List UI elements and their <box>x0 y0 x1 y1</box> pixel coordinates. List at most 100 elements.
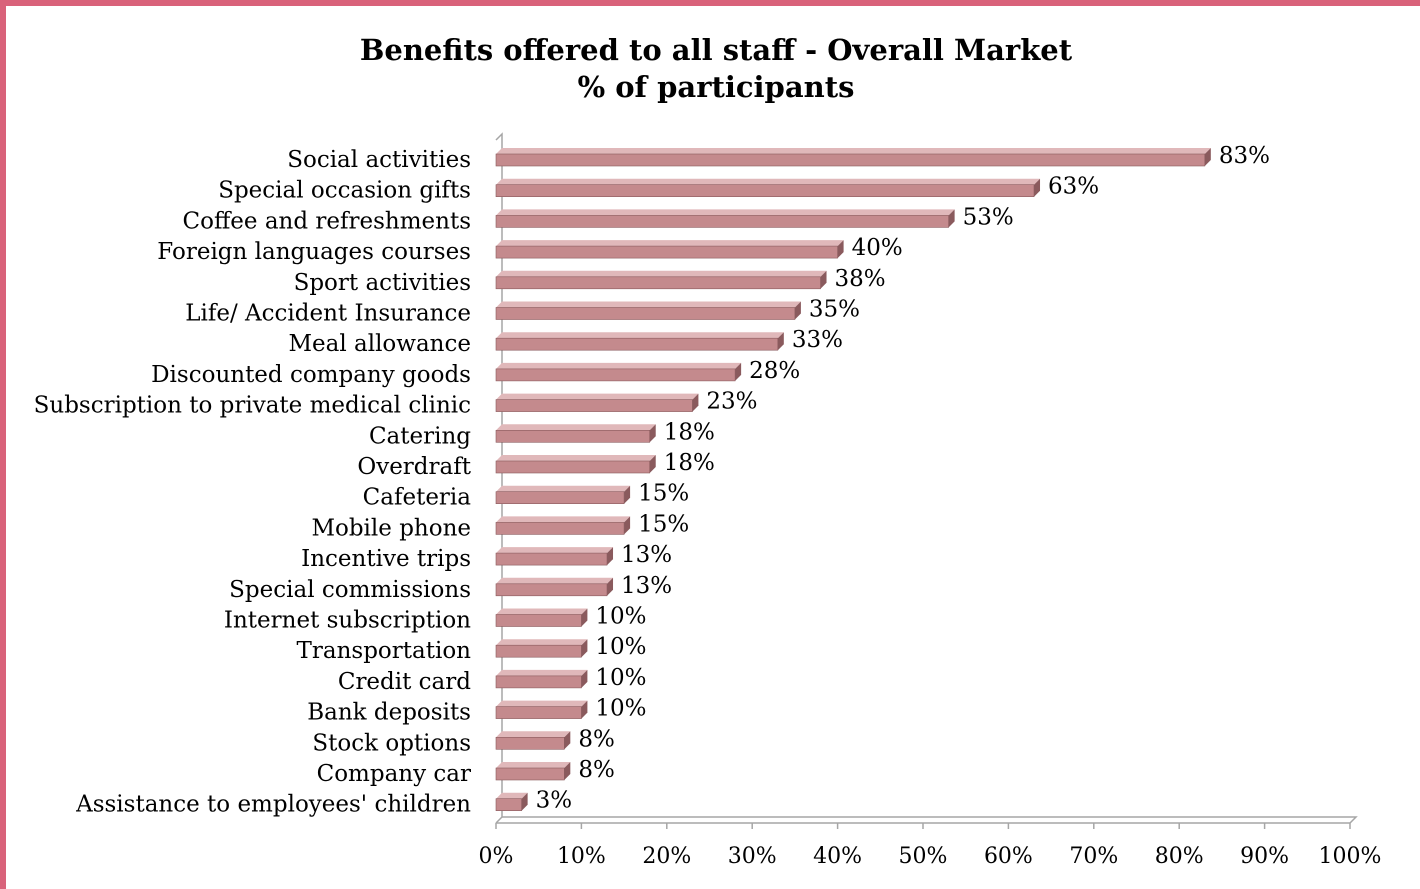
category-label: Foreign languages courses <box>157 239 471 265</box>
category-label: Overdraft <box>357 454 471 480</box>
category-label: Credit card <box>338 669 471 695</box>
bar-top-face <box>496 762 571 768</box>
bar-side-face <box>624 516 631 535</box>
bar-top-face <box>496 547 614 554</box>
x-tick-label: 50% <box>899 844 948 869</box>
bar <box>495 368 736 382</box>
bar-top-face <box>496 700 588 707</box>
bar-side-face <box>564 731 571 750</box>
bar-top-face <box>496 362 742 369</box>
category-label: Stock options <box>312 730 471 756</box>
bar-top-face <box>496 577 614 584</box>
category-label: Company car <box>317 761 471 787</box>
bar-side-face <box>777 332 784 351</box>
data-label: 33% <box>792 327 843 353</box>
data-label: 38% <box>835 266 886 292</box>
bar <box>495 153 1206 167</box>
data-label: 28% <box>749 358 800 384</box>
category-label: Assistance to employees' children <box>75 792 471 818</box>
bar-top-face <box>496 424 656 431</box>
bar-top-face <box>496 270 827 277</box>
chart-title: Benefits offered to all staff - Overall … <box>359 33 1073 67</box>
category-label: Special occasion gifts <box>218 178 471 204</box>
bar-top-face <box>496 455 656 461</box>
x-tick-label: 10% <box>557 844 606 869</box>
data-label: 53% <box>963 204 1014 230</box>
category-label: Incentive trips <box>301 546 471 572</box>
bar-side-face <box>624 485 631 504</box>
bar-side-face <box>581 669 588 688</box>
bar-side-face <box>948 209 955 228</box>
bar-side-face <box>735 362 742 381</box>
data-label: 10% <box>595 665 646 691</box>
category-label: Mobile phone <box>311 515 471 541</box>
data-label: 15% <box>638 481 689 507</box>
bar-top-face <box>496 393 699 400</box>
data-label: 13% <box>621 542 672 568</box>
data-label: 10% <box>595 696 646 722</box>
bar <box>495 706 582 719</box>
x-tick-label: 40% <box>813 844 862 869</box>
bar-side-face <box>607 577 614 596</box>
data-label: 23% <box>706 389 757 415</box>
bar-side-face <box>837 240 844 259</box>
bar-side-face <box>564 762 571 780</box>
bar <box>495 767 565 781</box>
category-label: Bank deposits <box>307 700 471 726</box>
data-label: 18% <box>664 419 715 445</box>
bar <box>495 736 565 750</box>
bar <box>495 184 1035 197</box>
y-axis-wall <box>495 132 503 824</box>
bar <box>495 460 651 474</box>
bar-top-face <box>496 240 844 247</box>
bar-side-face <box>1204 148 1211 166</box>
bar-top-face <box>496 792 528 799</box>
bar-side-face <box>649 455 656 473</box>
data-label: 8% <box>578 726 615 752</box>
bar-side-face <box>820 270 827 289</box>
bar <box>495 522 625 535</box>
bar-side-face <box>1034 178 1041 197</box>
bar-top-face <box>496 209 955 216</box>
bar-top-face <box>496 148 1211 154</box>
x-tick-label: 20% <box>642 844 691 869</box>
bar-side-face <box>794 301 801 320</box>
category-label: Social activities <box>287 147 471 173</box>
data-label: 3% <box>536 788 573 814</box>
bar <box>495 675 582 689</box>
bar-top-face <box>496 332 784 339</box>
bar-side-face <box>607 547 614 566</box>
category-label: Sport activities <box>294 270 471 296</box>
category-label: Internet subscription <box>224 608 471 634</box>
data-label: 13% <box>621 573 672 599</box>
bar-top-face <box>496 731 571 738</box>
bar-top-face <box>496 669 588 676</box>
data-label: 15% <box>638 511 689 537</box>
x-axis-floor <box>496 816 1358 824</box>
bar-side-face <box>521 792 528 811</box>
bar-side-face <box>581 639 588 658</box>
bar-top-face <box>496 485 631 492</box>
chart-title-block: Benefits offered to all staff - Overall … <box>12 32 1420 106</box>
bar <box>495 337 779 351</box>
data-label: 35% <box>809 297 860 323</box>
bar <box>495 491 625 505</box>
bar-side-face <box>649 424 656 443</box>
category-label: Discounted company goods <box>151 362 471 388</box>
category-label: Meal allowance <box>288 331 471 357</box>
chart-subtitle: % of participants <box>577 70 855 104</box>
category-label: Transportation <box>297 638 472 664</box>
bar <box>495 215 949 228</box>
x-tick-label: 0% <box>479 844 514 869</box>
bar <box>495 644 582 658</box>
bar <box>495 583 608 597</box>
bar-side-face <box>581 608 588 627</box>
bar-top-face <box>496 301 801 308</box>
data-label: 18% <box>664 450 715 476</box>
x-tick-label: 80% <box>1155 844 1204 869</box>
category-label: Life/ Accident Insurance <box>185 301 471 327</box>
bar <box>495 429 651 443</box>
bar <box>495 276 821 290</box>
bar <box>495 552 608 566</box>
